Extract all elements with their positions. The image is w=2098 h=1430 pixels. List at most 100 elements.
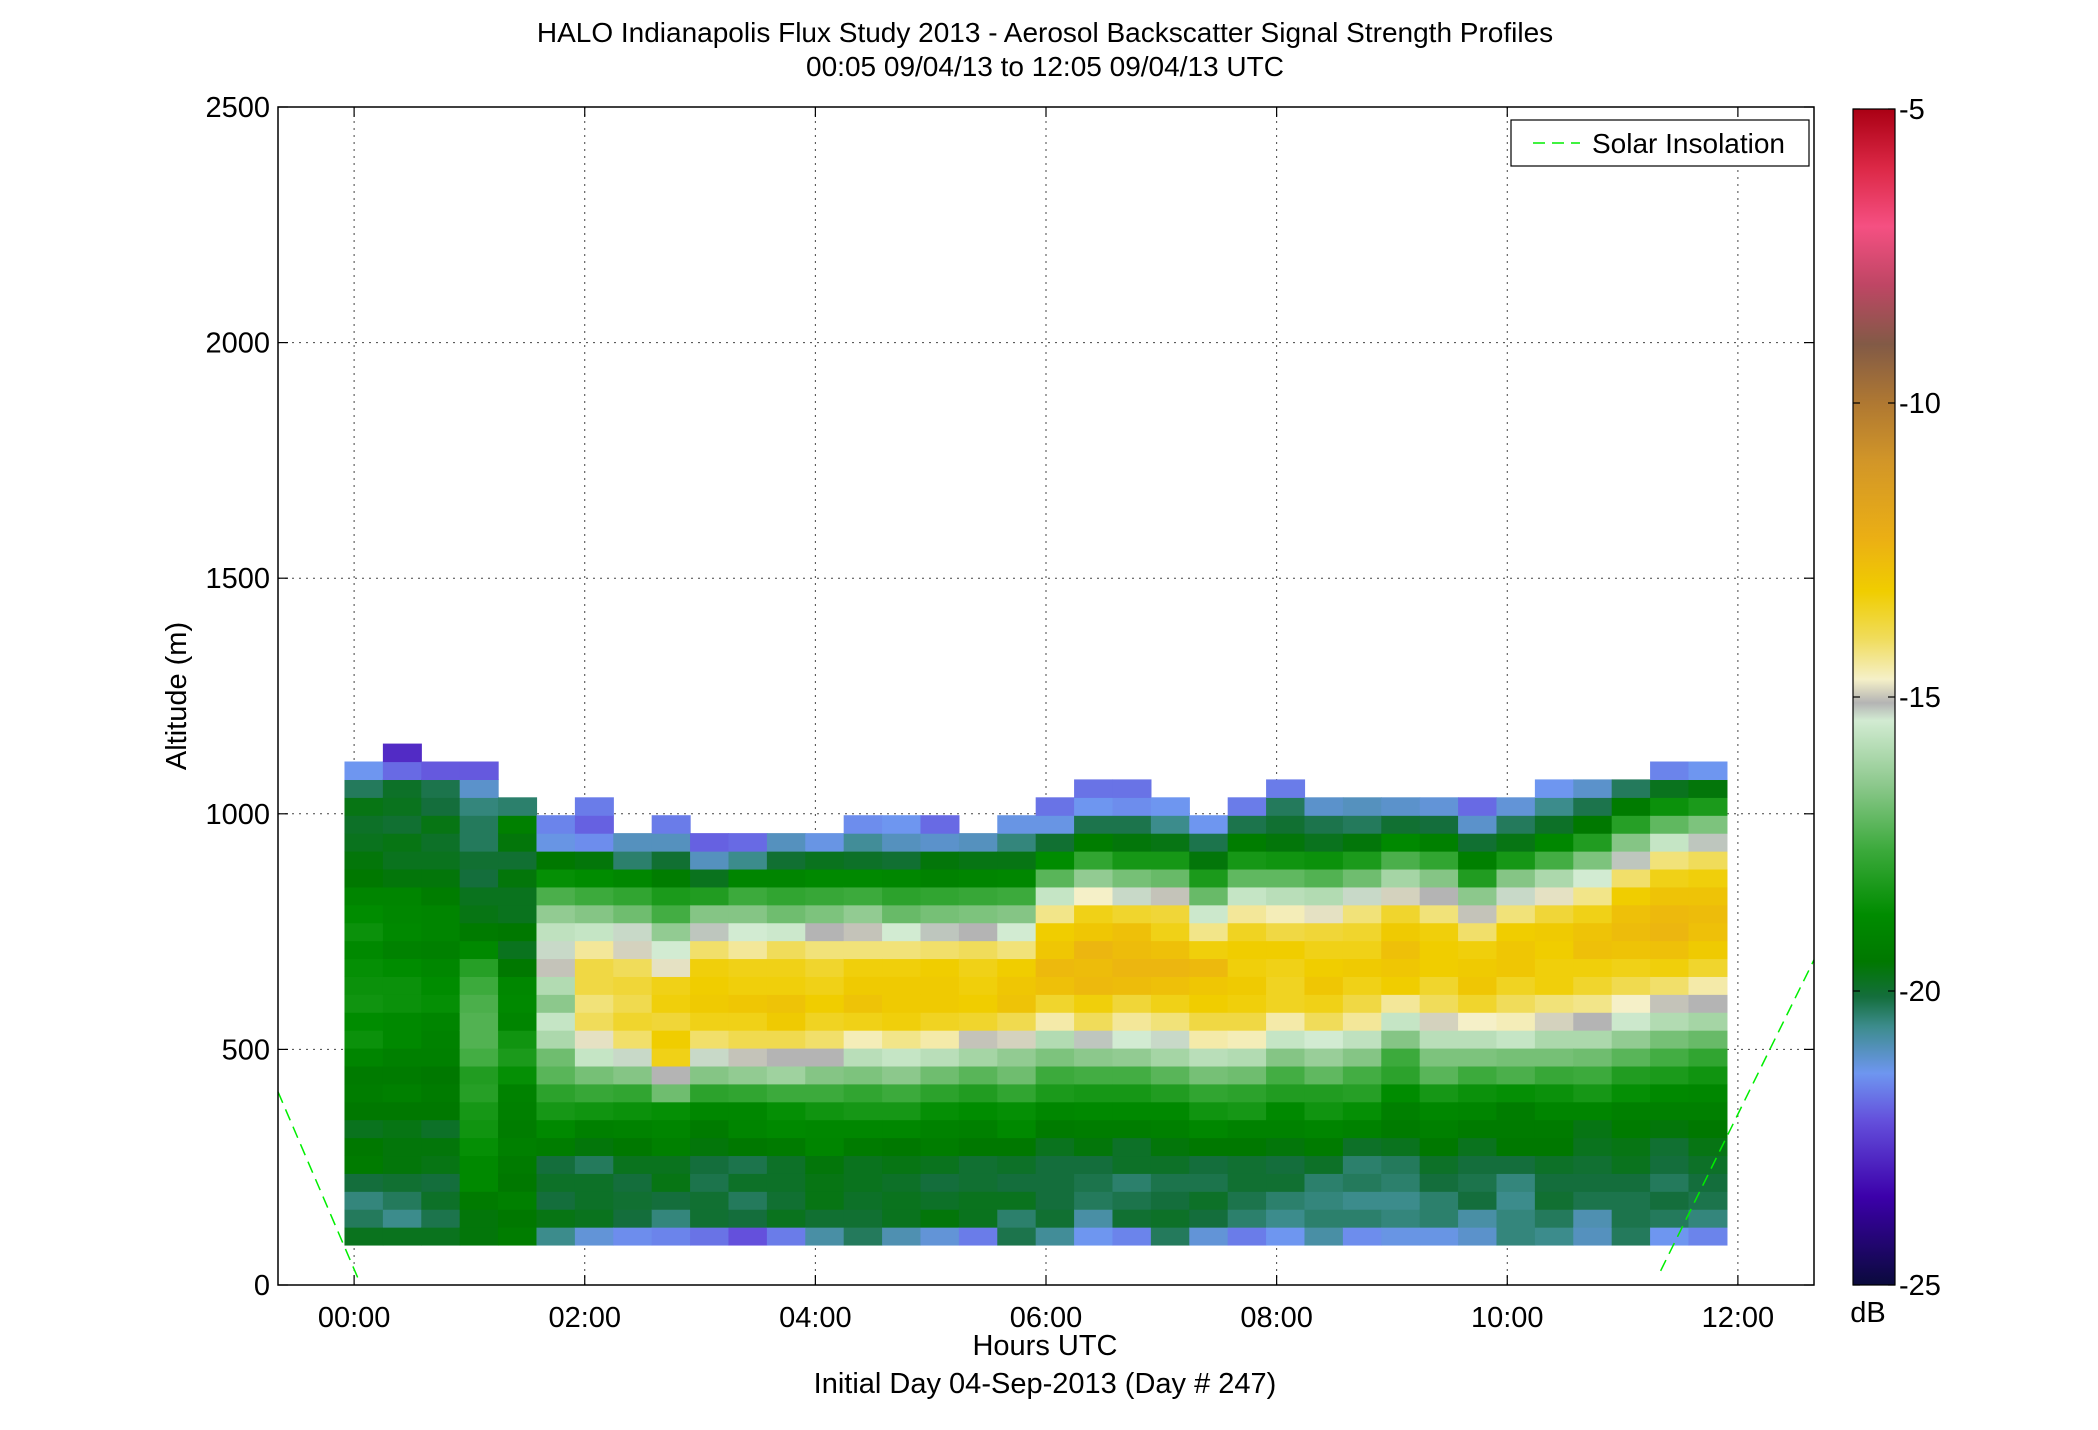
heatmap-cell: [1342, 976, 1382, 995]
heatmap-cell: [1458, 940, 1498, 960]
heatmap-cell: [1150, 922, 1190, 942]
heatmap-cell: [882, 868, 922, 888]
heatmap-cell: [421, 886, 461, 906]
heatmap-cell: [1496, 1191, 1536, 1210]
heatmap-cell: [1342, 1173, 1382, 1192]
heatmap-cell: [421, 815, 461, 834]
heatmap-cell: [574, 886, 614, 906]
heatmap-cell: [459, 1173, 499, 1192]
heatmap-cell: [1419, 1101, 1459, 1121]
heatmap-cell: [1650, 1101, 1690, 1121]
chart-title: HALO Indianapolis Flux Study 2013 - Aero…: [537, 17, 1553, 48]
heatmap-cell: [344, 1047, 384, 1067]
heatmap-cell: [1611, 1173, 1651, 1192]
heatmap-cell: [574, 976, 614, 995]
heatmap-cell: [613, 994, 653, 1013]
heatmap-cell: [1074, 851, 1114, 870]
heatmap-cell: [843, 940, 883, 960]
heatmap-cell: [1074, 1191, 1114, 1210]
heatmap-cell: [1342, 958, 1382, 977]
heatmap-cell: [1266, 1012, 1306, 1031]
heatmap-cell: [1189, 1012, 1229, 1031]
y-tick-label: 2500: [205, 92, 270, 124]
heatmap-cell: [1611, 904, 1651, 924]
heatmap-cell: [613, 1173, 653, 1192]
heatmap-cell: [421, 868, 461, 888]
heatmap-cell: [1266, 1030, 1306, 1049]
heatmap-cell: [1342, 1119, 1382, 1139]
heatmap-cell: [1458, 904, 1498, 924]
heatmap-cell: [690, 1227, 730, 1246]
heatmap-cell: [1650, 868, 1690, 888]
heatmap-cell: [1304, 833, 1344, 852]
heatmap-cell: [997, 1173, 1037, 1192]
heatmap-cell: [1074, 940, 1114, 960]
heatmap-cell: [958, 1227, 998, 1246]
heatmap-cell: [459, 1227, 499, 1246]
heatmap-cell: [766, 1083, 806, 1103]
heatmap-cell: [843, 815, 883, 834]
heatmap-cell: [728, 851, 768, 870]
heatmap-cell: [1266, 779, 1306, 798]
heatmap-cell: [574, 994, 614, 1013]
heatmap-cell: [920, 1119, 960, 1139]
heatmap-cell: [958, 886, 998, 906]
colorbar-tick-label: -20: [1899, 976, 1941, 1008]
heatmap-cell: [1381, 815, 1421, 834]
heatmap-cell: [1150, 1173, 1190, 1192]
heatmap-cell: [728, 1119, 768, 1139]
heatmap-cell: [690, 851, 730, 870]
heatmap-cell: [1304, 1012, 1344, 1031]
heatmap-cell: [805, 940, 845, 960]
heatmap-cell: [1189, 1227, 1229, 1246]
heatmap-cell: [1496, 904, 1536, 924]
heatmap-cell: [613, 1119, 653, 1139]
heatmap-cell: [536, 886, 576, 906]
heatmap-cell: [1150, 1191, 1190, 1210]
heatmap-cell: [1611, 851, 1651, 870]
heatmap-cell: [1381, 1209, 1421, 1228]
heatmap-cell: [1496, 958, 1536, 977]
heatmap-cell: [766, 1065, 806, 1085]
heatmap-cell: [344, 1030, 384, 1049]
heatmap-cell: [1342, 1101, 1382, 1121]
heatmap-cell: [1266, 833, 1306, 852]
heatmap-cell: [882, 851, 922, 870]
heatmap-cell: [1189, 994, 1229, 1013]
heatmap-cell: [651, 833, 691, 852]
heatmap-cell: [766, 1119, 806, 1139]
heatmap-cell: [1227, 1012, 1267, 1031]
heatmap-cell: [1573, 976, 1613, 995]
heatmap-cell: [1650, 976, 1690, 995]
heatmap-cell: [574, 1173, 614, 1192]
heatmap-cell: [651, 1209, 691, 1228]
heatmap-cell: [690, 1065, 730, 1085]
heatmap-cell: [1419, 1173, 1459, 1192]
heatmap-cell: [651, 1083, 691, 1103]
heatmap-cell: [1227, 1155, 1267, 1174]
heatmap-cell: [805, 1065, 845, 1085]
heatmap-cell: [1419, 1065, 1459, 1085]
heatmap-cell: [1573, 1209, 1613, 1228]
heatmap-cell: [1419, 868, 1459, 888]
heatmap-cell: [882, 886, 922, 906]
heatmap-cell: [690, 1083, 730, 1103]
heatmap-cell: [1227, 976, 1267, 995]
heatmap-cell: [1534, 940, 1574, 960]
heatmap-cell: [1227, 815, 1267, 834]
heatmap-cell: [382, 1083, 422, 1103]
heatmap-cell: [344, 868, 384, 888]
heatmap-cell: [613, 1047, 653, 1067]
heatmap-cell: [1419, 1083, 1459, 1103]
heatmap-cell: [1611, 1083, 1651, 1103]
heatmap-cell: [1650, 797, 1690, 816]
heatmap-cell: [574, 1083, 614, 1103]
heatmap-cell: [651, 1155, 691, 1174]
heatmap-cell: [882, 940, 922, 960]
heatmap-cell: [421, 958, 461, 977]
heatmap-cell: [1496, 1101, 1536, 1121]
heatmap-cell: [613, 1209, 653, 1228]
solar-insolation-segment: [277, 1091, 361, 1283]
heatmap-cell: [651, 1137, 691, 1157]
heatmap-cell: [344, 1083, 384, 1103]
